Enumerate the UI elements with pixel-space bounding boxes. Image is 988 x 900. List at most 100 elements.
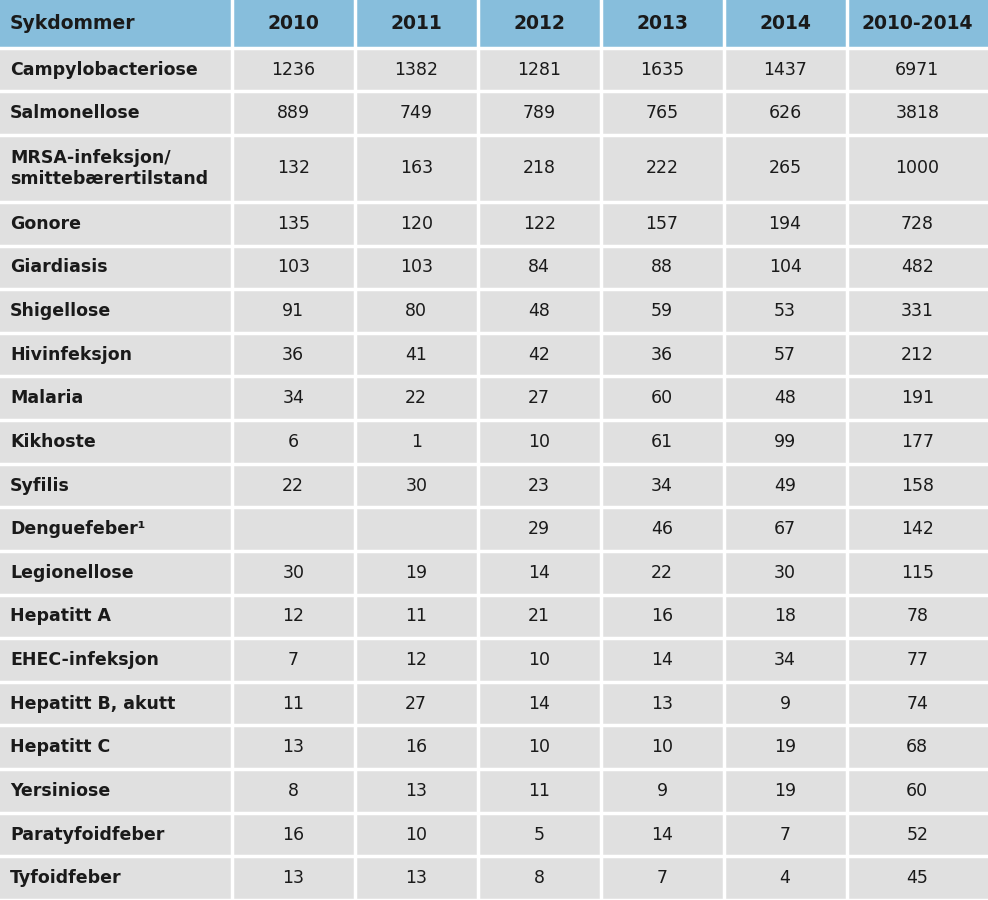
Text: 36: 36 — [651, 346, 673, 364]
Text: 88: 88 — [651, 258, 673, 276]
Text: 3818: 3818 — [895, 104, 940, 122]
Bar — [232, 770, 355, 813]
Text: Paratyfoidfeber: Paratyfoidfeber — [10, 825, 164, 843]
Bar — [232, 813, 355, 857]
Bar — [477, 333, 601, 376]
Bar — [355, 135, 477, 202]
Bar — [723, 725, 847, 770]
Text: 30: 30 — [283, 563, 304, 581]
Text: 626: 626 — [769, 104, 801, 122]
Text: 194: 194 — [769, 215, 801, 233]
Text: 163: 163 — [399, 159, 433, 177]
Text: 49: 49 — [774, 476, 796, 494]
Text: Salmonellose: Salmonellose — [10, 104, 140, 122]
Bar — [355, 508, 477, 551]
Text: 52: 52 — [906, 825, 929, 843]
Text: 482: 482 — [901, 258, 934, 276]
Text: 34: 34 — [283, 390, 304, 408]
Text: 103: 103 — [277, 258, 310, 276]
Bar — [723, 0, 847, 48]
Text: 6971: 6971 — [895, 60, 940, 78]
Text: 9: 9 — [780, 695, 790, 713]
Text: 13: 13 — [651, 695, 673, 713]
Text: 21: 21 — [529, 608, 550, 625]
Bar — [723, 333, 847, 376]
Bar — [723, 464, 847, 508]
Text: 19: 19 — [405, 563, 427, 581]
Text: 60: 60 — [651, 390, 673, 408]
Bar — [477, 464, 601, 508]
Text: 27: 27 — [405, 695, 427, 713]
Bar — [477, 135, 601, 202]
Bar — [723, 48, 847, 91]
Bar — [847, 725, 988, 770]
Text: 67: 67 — [774, 520, 796, 538]
Text: 157: 157 — [645, 215, 679, 233]
Bar — [0, 638, 232, 682]
Bar — [847, 91, 988, 135]
Bar — [0, 551, 232, 595]
Bar — [601, 770, 723, 813]
Text: 11: 11 — [283, 695, 304, 713]
Text: 142: 142 — [901, 520, 934, 538]
Text: 13: 13 — [283, 869, 304, 887]
Text: 23: 23 — [529, 476, 550, 494]
Bar — [0, 376, 232, 420]
Text: Legionellose: Legionellose — [10, 563, 133, 581]
Bar — [477, 289, 601, 333]
Text: 10: 10 — [529, 738, 550, 756]
Bar — [232, 246, 355, 289]
Bar — [601, 857, 723, 900]
Text: 10: 10 — [529, 651, 550, 669]
Text: 10: 10 — [405, 825, 427, 843]
Bar — [355, 813, 477, 857]
Text: 218: 218 — [523, 159, 555, 177]
Text: 16: 16 — [283, 825, 304, 843]
Bar — [232, 202, 355, 246]
Text: 61: 61 — [651, 433, 673, 451]
Bar — [0, 682, 232, 725]
Bar — [232, 135, 355, 202]
Text: 30: 30 — [774, 563, 796, 581]
Bar — [847, 551, 988, 595]
Bar — [723, 857, 847, 900]
Bar — [232, 333, 355, 376]
Bar — [477, 770, 601, 813]
Bar — [355, 420, 477, 464]
Bar — [0, 246, 232, 289]
Bar — [601, 376, 723, 420]
Bar — [847, 508, 988, 551]
Text: 889: 889 — [277, 104, 310, 122]
Text: 265: 265 — [769, 159, 801, 177]
Text: 1635: 1635 — [640, 60, 684, 78]
Text: 2010: 2010 — [268, 14, 319, 33]
Text: 177: 177 — [901, 433, 934, 451]
Bar — [477, 376, 601, 420]
Text: 16: 16 — [651, 608, 673, 625]
Text: 22: 22 — [405, 390, 427, 408]
Bar — [355, 682, 477, 725]
Text: 8: 8 — [288, 782, 298, 800]
Text: 728: 728 — [901, 215, 934, 233]
Bar — [355, 551, 477, 595]
Bar — [355, 725, 477, 770]
Text: 7: 7 — [288, 651, 298, 669]
Text: 4: 4 — [780, 869, 790, 887]
Bar — [847, 857, 988, 900]
Bar — [723, 551, 847, 595]
Text: 103: 103 — [400, 258, 433, 276]
Text: 34: 34 — [775, 651, 796, 669]
Bar — [477, 857, 601, 900]
Text: 10: 10 — [651, 738, 673, 756]
Bar — [847, 638, 988, 682]
Bar — [723, 376, 847, 420]
Text: 91: 91 — [283, 302, 304, 320]
Bar — [232, 508, 355, 551]
Text: 22: 22 — [283, 476, 304, 494]
Bar — [0, 135, 232, 202]
Bar — [232, 91, 355, 135]
Bar — [232, 289, 355, 333]
Text: 2010-2014: 2010-2014 — [862, 14, 973, 33]
Text: 59: 59 — [651, 302, 673, 320]
Bar — [847, 770, 988, 813]
